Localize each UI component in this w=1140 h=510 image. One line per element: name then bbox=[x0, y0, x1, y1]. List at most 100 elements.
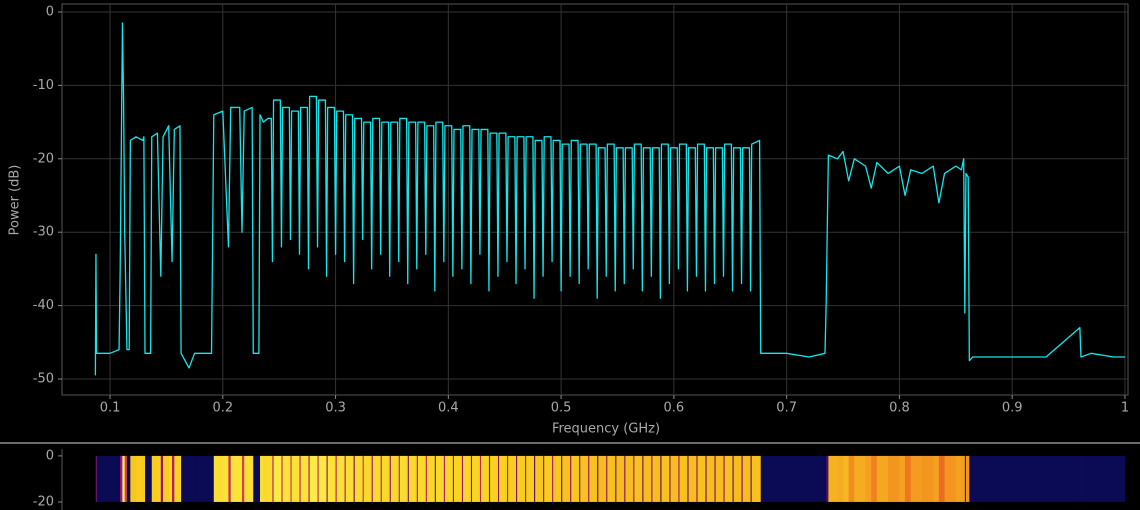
waterfall-cell bbox=[397, 455, 400, 502]
waterfall-cell bbox=[733, 455, 741, 502]
waterfall-cell bbox=[130, 455, 137, 502]
waterfall-cell bbox=[372, 455, 380, 502]
waterfall-cell bbox=[135, 455, 144, 502]
waterfall-cell bbox=[496, 455, 499, 502]
waterfall-cell bbox=[188, 455, 195, 502]
waterfall-cell bbox=[308, 455, 310, 502]
waterfall-cell bbox=[669, 455, 671, 502]
waterfall-cell bbox=[824, 455, 827, 502]
waterfall-cell bbox=[179, 455, 182, 502]
waterfall-cell bbox=[271, 455, 273, 502]
waterfall-cell bbox=[95, 455, 97, 502]
waterfall-cell bbox=[327, 455, 335, 502]
waterfall-cell bbox=[933, 455, 940, 502]
waterfall-cell bbox=[678, 455, 680, 502]
waterfall-cell bbox=[525, 455, 527, 502]
waterfall-cell bbox=[151, 455, 158, 502]
waterfall-cell bbox=[260, 455, 264, 502]
waterfall-cell bbox=[876, 455, 889, 502]
waterfall-cell bbox=[972, 455, 1013, 502]
waterfall-cell bbox=[353, 455, 356, 502]
y-tick-label: -30 bbox=[33, 225, 54, 240]
waterfall-cell bbox=[955, 455, 962, 502]
waterfall-cell bbox=[670, 455, 678, 502]
waterfall-cell bbox=[750, 455, 752, 502]
waterfall-cell bbox=[289, 455, 291, 502]
waterfall-cell bbox=[598, 455, 606, 502]
waterfall-cell bbox=[559, 455, 562, 502]
waterfall-cell bbox=[124, 455, 128, 502]
waterfall-cell bbox=[961, 455, 964, 502]
waterfall-cell bbox=[623, 455, 625, 502]
waterfall-cell bbox=[123, 455, 125, 502]
waterfall-cell bbox=[944, 455, 957, 502]
waterfall-cell bbox=[969, 455, 974, 502]
waterfall-cell bbox=[144, 455, 151, 502]
y-tick-label: -10 bbox=[33, 78, 54, 93]
waterfall-cell bbox=[705, 455, 707, 502]
waterfall-cell bbox=[724, 455, 732, 502]
waterfall-cell bbox=[643, 455, 651, 502]
waterfall-cell bbox=[552, 455, 554, 502]
waterfall-cell bbox=[688, 455, 696, 502]
waterfall-cell bbox=[407, 455, 410, 502]
waterfall-cell bbox=[416, 455, 419, 502]
x-tick-label: 0.2 bbox=[212, 401, 233, 416]
waterfall-cell bbox=[168, 455, 173, 502]
waterfall-cell bbox=[543, 455, 545, 502]
waterfall-cell bbox=[273, 455, 281, 502]
waterfall-cell bbox=[661, 455, 669, 502]
waterfall-cell bbox=[759, 455, 762, 502]
plot-frame bbox=[61, 3, 1129, 396]
waterfall-cell bbox=[211, 455, 215, 502]
waterfall-cell bbox=[399, 455, 407, 502]
waterfall-cell bbox=[634, 455, 642, 502]
y-tick-label: -20 bbox=[33, 151, 54, 166]
waterfall-cell bbox=[742, 455, 750, 502]
waterfall-cell bbox=[150, 455, 153, 502]
waterfall-cell bbox=[668, 455, 670, 502]
waterfall-cell bbox=[706, 455, 714, 502]
waterfall-cell bbox=[157, 455, 162, 502]
waterfall-cell bbox=[174, 455, 181, 502]
waterfall-cell bbox=[213, 455, 224, 502]
waterfall-cell bbox=[659, 455, 661, 502]
waterfall-cell bbox=[517, 455, 525, 502]
x-tick-label: 0.8 bbox=[889, 401, 910, 416]
waterfall-cell bbox=[632, 455, 634, 502]
waterfall-cell bbox=[434, 455, 437, 502]
waterfall-cell bbox=[888, 455, 900, 502]
waterfall-cell bbox=[910, 455, 923, 502]
waterfall-cell bbox=[589, 455, 597, 502]
waterfall-cell bbox=[660, 455, 662, 502]
waterfall-cell bbox=[479, 455, 482, 502]
waterfall-cell bbox=[553, 455, 561, 502]
waterfall-cell bbox=[239, 455, 243, 502]
waterfall-cell bbox=[298, 455, 300, 502]
waterfall-cell bbox=[826, 455, 829, 502]
waterfall-cell bbox=[478, 455, 481, 502]
waterfall-cell bbox=[938, 455, 945, 502]
waterfall-cell bbox=[696, 455, 698, 502]
waterfall-cell bbox=[390, 455, 398, 502]
waterfall-cell bbox=[316, 455, 318, 502]
waterfall-cell bbox=[424, 455, 427, 502]
y-tick-label: 0 bbox=[46, 5, 54, 20]
waterfall-cell bbox=[843, 455, 849, 502]
waterfall-cell bbox=[222, 455, 229, 502]
y-tick-label: -40 bbox=[33, 298, 54, 313]
waterfall-cell bbox=[905, 455, 911, 502]
waterfall-cell bbox=[526, 455, 534, 502]
waterfall-cell bbox=[541, 455, 544, 502]
waterfall-cell bbox=[463, 455, 471, 502]
waterfall-cell bbox=[425, 455, 428, 502]
waterfall-cell bbox=[722, 455, 724, 502]
waterfall-cell bbox=[606, 455, 608, 502]
waterfall-cell bbox=[326, 455, 328, 502]
waterfall-cell bbox=[828, 455, 838, 502]
waterfall-cell bbox=[570, 455, 572, 502]
waterfall-cell bbox=[228, 455, 232, 502]
waterfall-cell bbox=[281, 455, 283, 502]
